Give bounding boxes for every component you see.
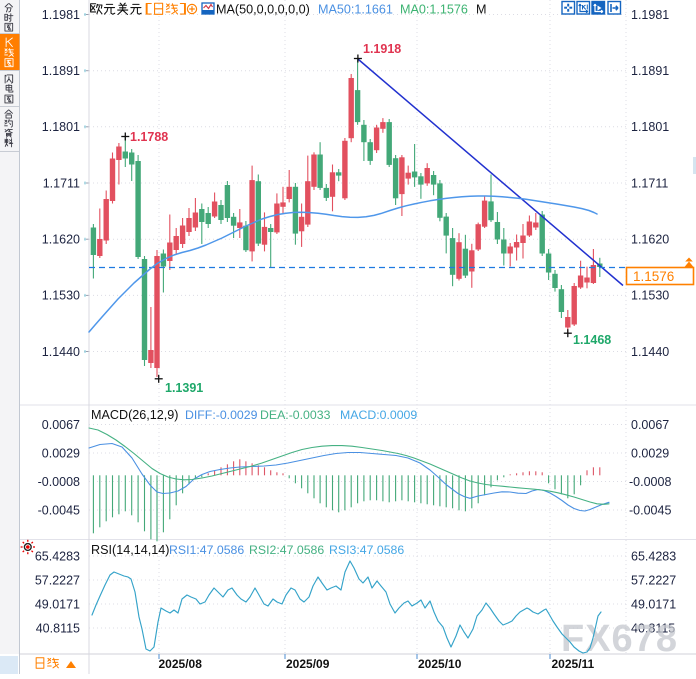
- svg-text:-0.0045: -0.0045: [629, 503, 671, 517]
- svg-text:MA(50,0,0,0,0,0): MA(50,0,0,0,0,0): [216, 3, 310, 17]
- svg-text:49.0171: 49.0171: [631, 597, 676, 611]
- svg-text:1.1918: 1.1918: [363, 42, 401, 56]
- svg-text:-0.0045: -0.0045: [38, 503, 80, 517]
- svg-text:MACD:0.0009: MACD:0.0009: [340, 408, 417, 422]
- svg-text:1.1576: 1.1576: [633, 269, 674, 284]
- svg-text:65.4283: 65.4283: [35, 549, 80, 563]
- svg-text:2025/09: 2025/09: [286, 657, 330, 671]
- svg-text:1.1891: 1.1891: [42, 64, 80, 78]
- svg-text:0.0067: 0.0067: [631, 418, 669, 432]
- svg-text:1.1981: 1.1981: [42, 8, 80, 22]
- svg-text:1.1620: 1.1620: [631, 233, 669, 247]
- svg-text:1.1440: 1.1440: [42, 345, 80, 359]
- svg-text:57.2227: 57.2227: [35, 573, 80, 587]
- svg-text:1.1391: 1.1391: [165, 381, 203, 395]
- svg-text:57.2227: 57.2227: [631, 573, 676, 587]
- svg-text:1.1440: 1.1440: [631, 345, 669, 359]
- svg-text:DEA:-0.0033: DEA:-0.0033: [260, 408, 331, 422]
- svg-text:1.1801: 1.1801: [631, 120, 669, 134]
- svg-text:RSI2:47.0586: RSI2:47.0586: [249, 543, 324, 557]
- svg-text:40.8115: 40.8115: [631, 621, 675, 635]
- svg-text:2025/10: 2025/10: [418, 657, 462, 671]
- svg-text:1.1788: 1.1788: [130, 130, 168, 144]
- svg-text:65.4283: 65.4283: [631, 549, 676, 563]
- svg-text:FX678: FX678: [561, 618, 678, 660]
- svg-text:1.1530: 1.1530: [631, 289, 669, 303]
- svg-text:RSI(14,14,14): RSI(14,14,14): [91, 543, 169, 557]
- svg-text:RSI1:47.0586: RSI1:47.0586: [169, 543, 244, 557]
- svg-text:1.1620: 1.1620: [42, 233, 80, 247]
- svg-text:M: M: [476, 3, 487, 17]
- svg-text:1.1468: 1.1468: [573, 333, 611, 347]
- svg-text:1.1711: 1.1711: [631, 176, 668, 190]
- svg-text:1.1801: 1.1801: [42, 120, 80, 134]
- svg-text:2025/08: 2025/08: [159, 657, 203, 671]
- svg-text:0.0067: 0.0067: [42, 418, 80, 432]
- svg-text:MA50:1.1661: MA50:1.1661: [318, 3, 393, 17]
- svg-text:MACD(26,12,9): MACD(26,12,9): [91, 408, 179, 422]
- svg-text:1.1891: 1.1891: [631, 64, 669, 78]
- svg-text:DIFF:-0.0029: DIFF:-0.0029: [185, 408, 258, 422]
- svg-text:0.0029: 0.0029: [42, 446, 80, 460]
- svg-text:-0.0008: -0.0008: [38, 475, 80, 489]
- svg-text:2025/11: 2025/11: [552, 657, 595, 671]
- svg-text:40.8115: 40.8115: [36, 621, 80, 635]
- svg-text:RSI3:47.0586: RSI3:47.0586: [329, 543, 404, 557]
- svg-text:-0.0008: -0.0008: [629, 475, 671, 489]
- svg-text:1.1711: 1.1711: [43, 176, 80, 190]
- svg-text:1.1981: 1.1981: [631, 8, 669, 22]
- svg-text:0.0029: 0.0029: [631, 446, 669, 460]
- svg-text:MA0:1.1576: MA0:1.1576: [400, 3, 468, 17]
- svg-text:49.0171: 49.0171: [35, 597, 80, 611]
- svg-text:1.1530: 1.1530: [42, 289, 80, 303]
